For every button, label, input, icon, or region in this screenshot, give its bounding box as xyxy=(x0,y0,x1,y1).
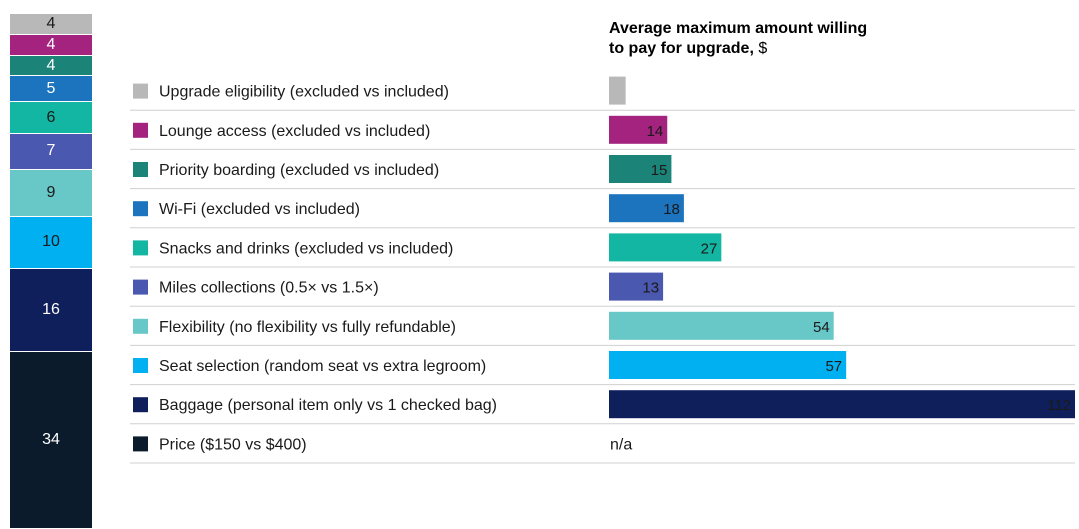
category-label: Wi-Fi (excluded vs included) xyxy=(159,201,360,218)
category-label: Priority boarding (excluded vs included) xyxy=(159,162,439,179)
legend-swatch xyxy=(133,162,148,177)
bar xyxy=(609,233,722,262)
bar-value-label: 14 xyxy=(647,123,664,140)
stack-segment: 16 xyxy=(10,268,92,353)
category-label: Snacks and drinks (excluded vs included) xyxy=(159,240,453,257)
category-label: Price ($150 vs $400) xyxy=(159,436,307,453)
category-label: Flexibility (no flexibility vs fully ref… xyxy=(159,319,456,336)
legend-swatch xyxy=(133,436,148,452)
stack-segment-label: 5 xyxy=(46,79,56,97)
stack-segment: 7 xyxy=(10,133,92,171)
stack-segment: 6 xyxy=(10,102,92,134)
legend-swatch xyxy=(133,201,148,217)
legend-swatch xyxy=(133,83,148,99)
stack-segment-label: 6 xyxy=(46,108,56,126)
category-label: Upgrade eligibility (excluded vs include… xyxy=(159,84,449,101)
stack-segment-label: 7 xyxy=(46,142,56,160)
stack-segment: 10 xyxy=(10,216,92,269)
legend-swatch xyxy=(133,240,148,256)
stack-segment: 34 xyxy=(10,352,92,529)
bar xyxy=(609,194,684,223)
bar-value-label: 112 xyxy=(1047,397,1071,414)
bar-value-label: 27 xyxy=(701,240,718,257)
category-label: Miles collections (0.5× vs 1.5×) xyxy=(159,280,379,297)
stack-segment: 9 xyxy=(10,170,92,217)
legend-swatch xyxy=(133,318,148,334)
bar xyxy=(609,115,668,144)
bar-value-label: 18 xyxy=(663,201,680,218)
chart-title: Average maximum amount willing to pay for… xyxy=(609,19,867,59)
stack-segment: 4 xyxy=(10,14,92,35)
legend-swatch xyxy=(133,358,148,373)
category-label: Baggage (personal item only vs 1 checked… xyxy=(159,397,497,414)
bar xyxy=(609,351,847,379)
stacked-importance-bar: 4 4 4 5 6 7 9 10 16 34 xyxy=(10,14,92,529)
chart-title-text: Average maximum amount willing to pay for… xyxy=(609,20,868,57)
legend-swatch xyxy=(133,122,148,138)
stack-segment-label: 4 xyxy=(46,35,56,53)
bar-value-label: n/a xyxy=(610,436,632,453)
stack-segment: 5 xyxy=(10,76,92,103)
bar-value-label: 15 xyxy=(651,162,668,179)
stack-segment-label: 4 xyxy=(46,14,56,32)
stack-segment-label: 10 xyxy=(42,233,60,251)
category-label: Lounge access (excluded vs included) xyxy=(159,123,430,140)
legend-swatch xyxy=(133,397,148,413)
bar-value-label: 57 xyxy=(825,358,842,375)
bar xyxy=(609,76,626,105)
stack-segment-label: 16 xyxy=(42,301,60,318)
bar xyxy=(609,272,664,301)
category-label: Seat selection (random seat vs extra leg… xyxy=(159,358,486,375)
bar xyxy=(609,390,1075,419)
bar-value-label: 54 xyxy=(813,319,830,336)
legend-swatch xyxy=(133,279,148,295)
stack-segment: 4 xyxy=(10,34,92,56)
bar-value-label: 13 xyxy=(642,280,659,297)
stack-segment-label: 9 xyxy=(46,183,56,201)
stack-segment: 4 xyxy=(10,55,92,77)
stack-segment-label: 34 xyxy=(42,431,60,449)
chart-title-unit: $ xyxy=(758,40,768,57)
bar xyxy=(609,311,834,340)
bar xyxy=(609,155,672,183)
stack-segment-label: 4 xyxy=(46,56,56,74)
